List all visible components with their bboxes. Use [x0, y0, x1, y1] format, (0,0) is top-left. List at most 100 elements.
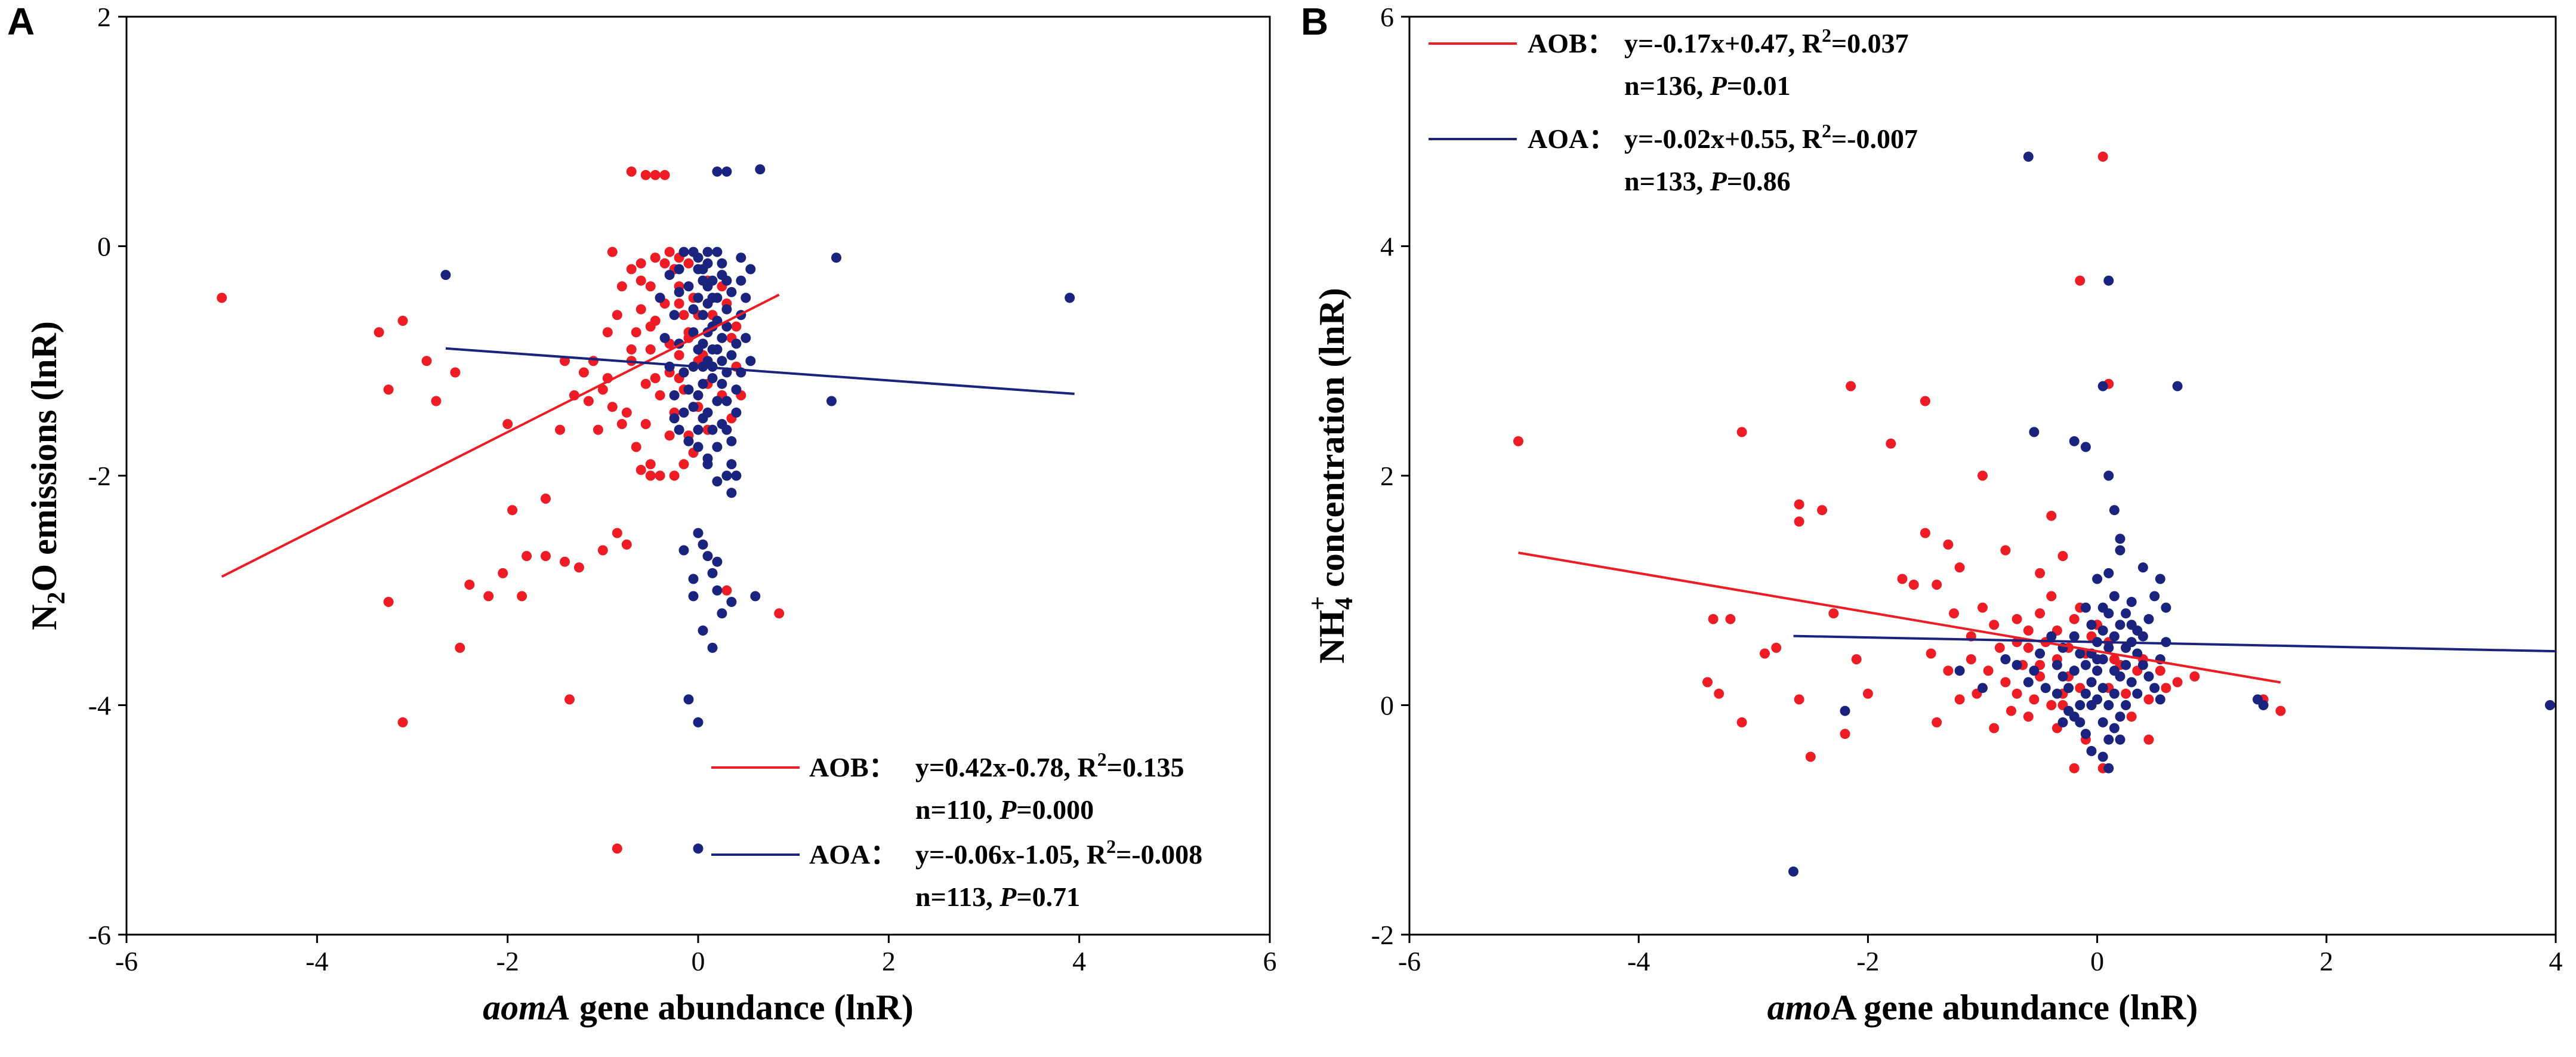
data-point-aoa [693, 717, 704, 728]
data-point-aoa [2126, 677, 2137, 688]
data-point-aob [564, 694, 575, 705]
data-point-aob [1932, 717, 1942, 728]
x-tick-label: -2 [496, 946, 519, 976]
data-point-aob [1886, 438, 1896, 449]
legend-stats-p: P [1710, 166, 1727, 196]
legend-stats-pvalue: =0.000 [1016, 794, 1094, 825]
y-axis-label-chem: N [24, 605, 64, 630]
legend-equation: y=-0.17x+0.47, R2=0.037 [1624, 24, 1909, 58]
data-point-aob [1989, 620, 2000, 630]
data-point-aoa [2086, 745, 2097, 756]
data-point-aoa [440, 270, 451, 281]
legend-equation: y=-0.02x+0.55, R2=-0.007 [1624, 120, 1918, 154]
data-point-aob [650, 170, 661, 180]
data-point-aob [421, 356, 432, 366]
data-point-aoa [664, 270, 675, 281]
data-point-aoa [2161, 602, 2171, 613]
data-point-aob [640, 170, 651, 180]
x-tick-label: 0 [2090, 946, 2104, 976]
data-point-aoa [698, 378, 708, 389]
data-point-aob [655, 470, 665, 481]
data-point-aoa [2149, 683, 2160, 694]
data-point-aob [1805, 751, 1816, 762]
data-point-aob [1817, 505, 1828, 516]
data-point-aob [573, 562, 584, 573]
legend-stats-p: P [999, 794, 1017, 825]
data-point-aob [659, 258, 670, 269]
legend-equation-text: y=-0.02x+0.55, R [1624, 124, 1822, 154]
data-point-aob [616, 281, 627, 292]
data-point-aoa [1954, 665, 1965, 676]
data-point-aoa [2086, 620, 2097, 630]
data-point-aoa [2115, 534, 2125, 544]
data-point-aob [612, 310, 622, 321]
legend-equation-sup: 2 [1822, 24, 1831, 46]
data-point-aob [1897, 574, 1908, 584]
data-point-aob [2143, 734, 2154, 745]
data-point-aoa [2069, 436, 2080, 446]
data-point-aoa [2063, 705, 2074, 716]
data-point-aob [2097, 152, 2108, 162]
data-point-aob [678, 459, 689, 470]
data-point-aob [597, 384, 608, 395]
data-point-aob [650, 252, 661, 263]
data-point-aoa [717, 332, 727, 343]
y-axis-label-sup: + [1304, 596, 1332, 611]
data-point-aob [1994, 642, 2005, 653]
data-point-aob [431, 396, 442, 406]
data-point-aob [635, 464, 646, 475]
legend-name: AOA： [1528, 124, 1616, 154]
data-point-aob [607, 246, 618, 257]
data-point-aob [2023, 642, 2034, 653]
legend-equation: y=-0.06x-1.05, R2=-0.008 [915, 836, 1202, 870]
data-point-aob [626, 264, 637, 275]
data-point-aob [1977, 602, 1988, 613]
data-point-aoa [2029, 665, 2040, 676]
series-aob [1513, 152, 2286, 774]
data-point-aoa [678, 246, 689, 257]
data-point-aoa [2069, 665, 2080, 676]
legend-stats-p: P [999, 882, 1017, 912]
data-point-aob [1862, 688, 1873, 699]
data-point-aoa [1977, 683, 1988, 694]
data-point-aoa [2080, 602, 2091, 613]
data-point-aoa [707, 292, 718, 303]
data-point-aoa [698, 539, 708, 550]
data-point-aoa [707, 568, 718, 578]
data-point-aob [2046, 510, 2057, 521]
x-axis-label: aomA gene abundance (lnR) [483, 988, 914, 1027]
data-point-aoa [2103, 470, 2114, 481]
data-point-aoa [702, 551, 713, 562]
legend-equation-r2: =0.135 [1107, 752, 1184, 782]
data-point-aoa [726, 286, 737, 297]
legend-stats-pvalue: =0.71 [1016, 882, 1080, 912]
data-point-aob [455, 642, 465, 653]
data-point-aob [2046, 591, 2057, 602]
data-point-aob [507, 505, 518, 516]
data-point-aoa [2080, 442, 2091, 452]
data-point-aob [645, 321, 656, 332]
data-point-aob [450, 367, 461, 378]
x-tick-label: -6 [1398, 946, 1421, 976]
data-point-aoa [2051, 660, 2062, 670]
data-point-aoa [2035, 648, 2046, 659]
data-point-aoa [2121, 700, 2131, 710]
data-point-aob [635, 275, 646, 286]
data-point-aoa [693, 390, 704, 400]
data-point-aoa [736, 252, 746, 263]
data-point-aoa [2057, 717, 2068, 728]
legend-stats-pvalue: =0.86 [1727, 166, 1791, 196]
fit-line-aoa [445, 347, 1075, 395]
data-point-aob [631, 442, 641, 452]
data-point-aob [2000, 545, 2011, 556]
y-axis-label-chem: NH [1312, 610, 1352, 664]
data-point-aob [588, 356, 599, 366]
data-point-aob [217, 292, 227, 303]
data-point-aoa [726, 350, 737, 360]
data-point-aob [464, 580, 475, 590]
data-point-aob [483, 591, 494, 602]
y-tick-label: 2 [97, 2, 111, 32]
